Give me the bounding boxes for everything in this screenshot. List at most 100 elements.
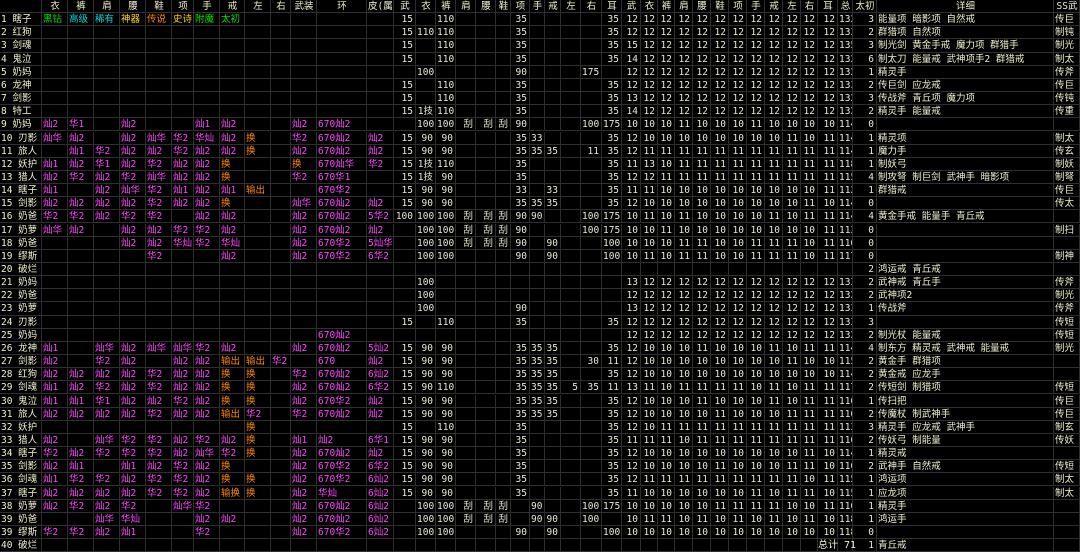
data-cell: 10	[675, 394, 693, 408]
data-cell: 12	[658, 276, 675, 290]
data-cell	[765, 263, 783, 276]
data-cell: 10	[729, 394, 747, 408]
data-cell: 11	[675, 118, 693, 132]
row-label: 3 剑魂	[0, 39, 42, 53]
data-cell	[581, 302, 602, 316]
data-cell	[220, 315, 245, 329]
data-cell: 670华2	[317, 473, 367, 487]
data-cell: 11	[783, 473, 801, 487]
data-cell: 11	[801, 460, 818, 474]
data-cell	[317, 263, 367, 276]
data-cell	[94, 105, 120, 119]
data-cell: 12	[783, 289, 801, 303]
data-cell: 10	[711, 236, 729, 250]
data-cell	[291, 184, 317, 198]
data-cell	[394, 249, 416, 263]
header-cell: SS武	[1054, 0, 1080, 13]
data-cell	[456, 92, 476, 106]
data-cell: 11	[729, 144, 747, 158]
data-cell	[545, 447, 561, 461]
data-cell: 12	[622, 341, 641, 355]
data-cell: 10	[675, 526, 693, 539]
data-cell: 换	[220, 157, 245, 171]
data-cell	[220, 65, 245, 79]
data-cell	[146, 263, 172, 276]
data-cell: 11	[818, 433, 838, 447]
data-cell: 12	[658, 289, 675, 303]
data-cell: 12	[693, 39, 711, 53]
data-cell: 灿华	[120, 184, 146, 198]
data-cell	[68, 433, 94, 447]
data-cell: 10	[783, 368, 801, 382]
table-row: 39 奶爸 灿华 华灿 灿2 灿2 灿2 670灿2 6灿2 100 100 刮刮刮 90 90 100 1…	[0, 512, 1080, 526]
ss-weapon-cell: 制光	[1054, 341, 1080, 355]
data-cell: 35	[602, 39, 622, 53]
data-cell: 灿1	[291, 433, 317, 447]
data-cell: 12	[818, 105, 838, 119]
data-cell	[146, 26, 172, 40]
data-cell	[367, 26, 394, 40]
header-cell: 左	[561, 0, 581, 13]
data-cell: 11	[765, 381, 783, 395]
row-label: 39 奶爸	[0, 512, 42, 526]
data-cell	[317, 302, 367, 316]
data-cell: 33	[545, 184, 561, 198]
data-cell	[245, 210, 271, 224]
data-cell: 35	[545, 381, 561, 395]
data-cell: 12	[693, 302, 711, 316]
data-cell: 100	[437, 512, 456, 526]
data-cell	[317, 105, 367, 119]
data-cell: 灿2	[291, 210, 317, 224]
data-cell: 华2	[120, 170, 146, 184]
data-cell: 12	[622, 13, 641, 27]
data-cell: 灿2	[194, 184, 220, 198]
data-cell	[120, 52, 146, 66]
header-cell: 戒	[765, 0, 783, 13]
data-cell: 11	[818, 407, 838, 421]
ss-weapon-cell	[1054, 539, 1080, 552]
ss-weapon-cell: 传短	[1054, 328, 1080, 342]
data-cell	[801, 539, 818, 552]
data-cell	[146, 499, 172, 513]
row-label: 8 特工	[0, 105, 42, 119]
data-cell: 灿1	[42, 473, 68, 487]
data-cell	[476, 420, 496, 434]
ss-weapon-cell: 制妖	[1054, 157, 1080, 171]
header-cell: 右	[801, 0, 818, 13]
data-cell: 刮	[476, 499, 496, 513]
data-cell	[476, 184, 496, 198]
data-cell: 灿2	[194, 486, 220, 500]
data-cell	[68, 315, 94, 329]
data-cell: 刮	[476, 512, 496, 526]
data-cell: 华2	[291, 170, 317, 184]
data-cell	[146, 118, 172, 132]
data-cell: 输换	[220, 486, 245, 500]
row-label: 24 刃影	[0, 315, 42, 329]
data-cell	[291, 420, 317, 434]
data-cell	[496, 447, 511, 461]
data-cell: 灿2	[94, 368, 120, 382]
table-row: 18 奶爸 灿2 灿2 华灿 华2 华灿 灿2 670华2 5灿华 100 100 刮刮刮 90 90 10…	[0, 236, 1080, 250]
data-cell: 灿华	[173, 499, 194, 513]
data-cell: 100	[581, 499, 602, 513]
data-cell: 35	[511, 355, 530, 369]
data-cell: 黑钻	[42, 13, 68, 27]
data-cell	[194, 276, 220, 290]
data-cell: 15	[394, 447, 416, 461]
data-cell	[476, 539, 496, 552]
data-cell	[42, 276, 68, 290]
data-cell: 0	[853, 236, 877, 250]
data-cell: 灿2	[194, 144, 220, 158]
data-cell: 12	[711, 105, 729, 119]
data-cell	[271, 78, 291, 92]
detail-cell	[877, 118, 1054, 132]
data-cell	[367, 328, 394, 342]
data-cell: 灿1	[172, 184, 194, 198]
data-cell: 华2	[42, 447, 68, 461]
data-cell: 116	[838, 499, 853, 513]
data-cell: 13	[622, 381, 641, 395]
data-cell: 灿1	[68, 394, 94, 408]
data-cell	[68, 328, 94, 342]
data-cell: 10	[783, 197, 801, 211]
detail-cell: 精灵项	[877, 131, 1054, 145]
